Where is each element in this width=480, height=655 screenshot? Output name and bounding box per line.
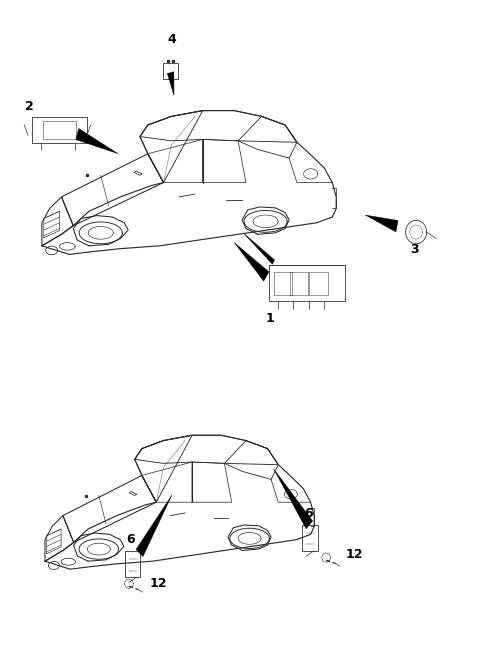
Bar xyxy=(290,272,309,295)
Bar xyxy=(32,117,87,143)
Polygon shape xyxy=(136,495,172,557)
Bar xyxy=(125,551,141,577)
Text: 6: 6 xyxy=(304,508,313,520)
Text: 1: 1 xyxy=(265,312,274,325)
Text: 2: 2 xyxy=(24,100,34,113)
Polygon shape xyxy=(365,215,398,232)
Bar xyxy=(269,265,345,301)
Polygon shape xyxy=(234,242,269,281)
Text: 3: 3 xyxy=(410,242,419,255)
Bar xyxy=(163,63,178,79)
Text: 12: 12 xyxy=(149,577,167,590)
Polygon shape xyxy=(168,71,174,96)
Polygon shape xyxy=(76,128,118,154)
Polygon shape xyxy=(274,469,312,529)
Text: 6: 6 xyxy=(126,533,135,546)
Bar xyxy=(302,525,318,551)
Text: 12: 12 xyxy=(345,548,363,561)
Bar xyxy=(310,272,328,295)
Bar xyxy=(43,121,76,140)
Text: 4: 4 xyxy=(167,33,176,47)
Bar xyxy=(274,272,292,295)
Polygon shape xyxy=(244,233,275,264)
